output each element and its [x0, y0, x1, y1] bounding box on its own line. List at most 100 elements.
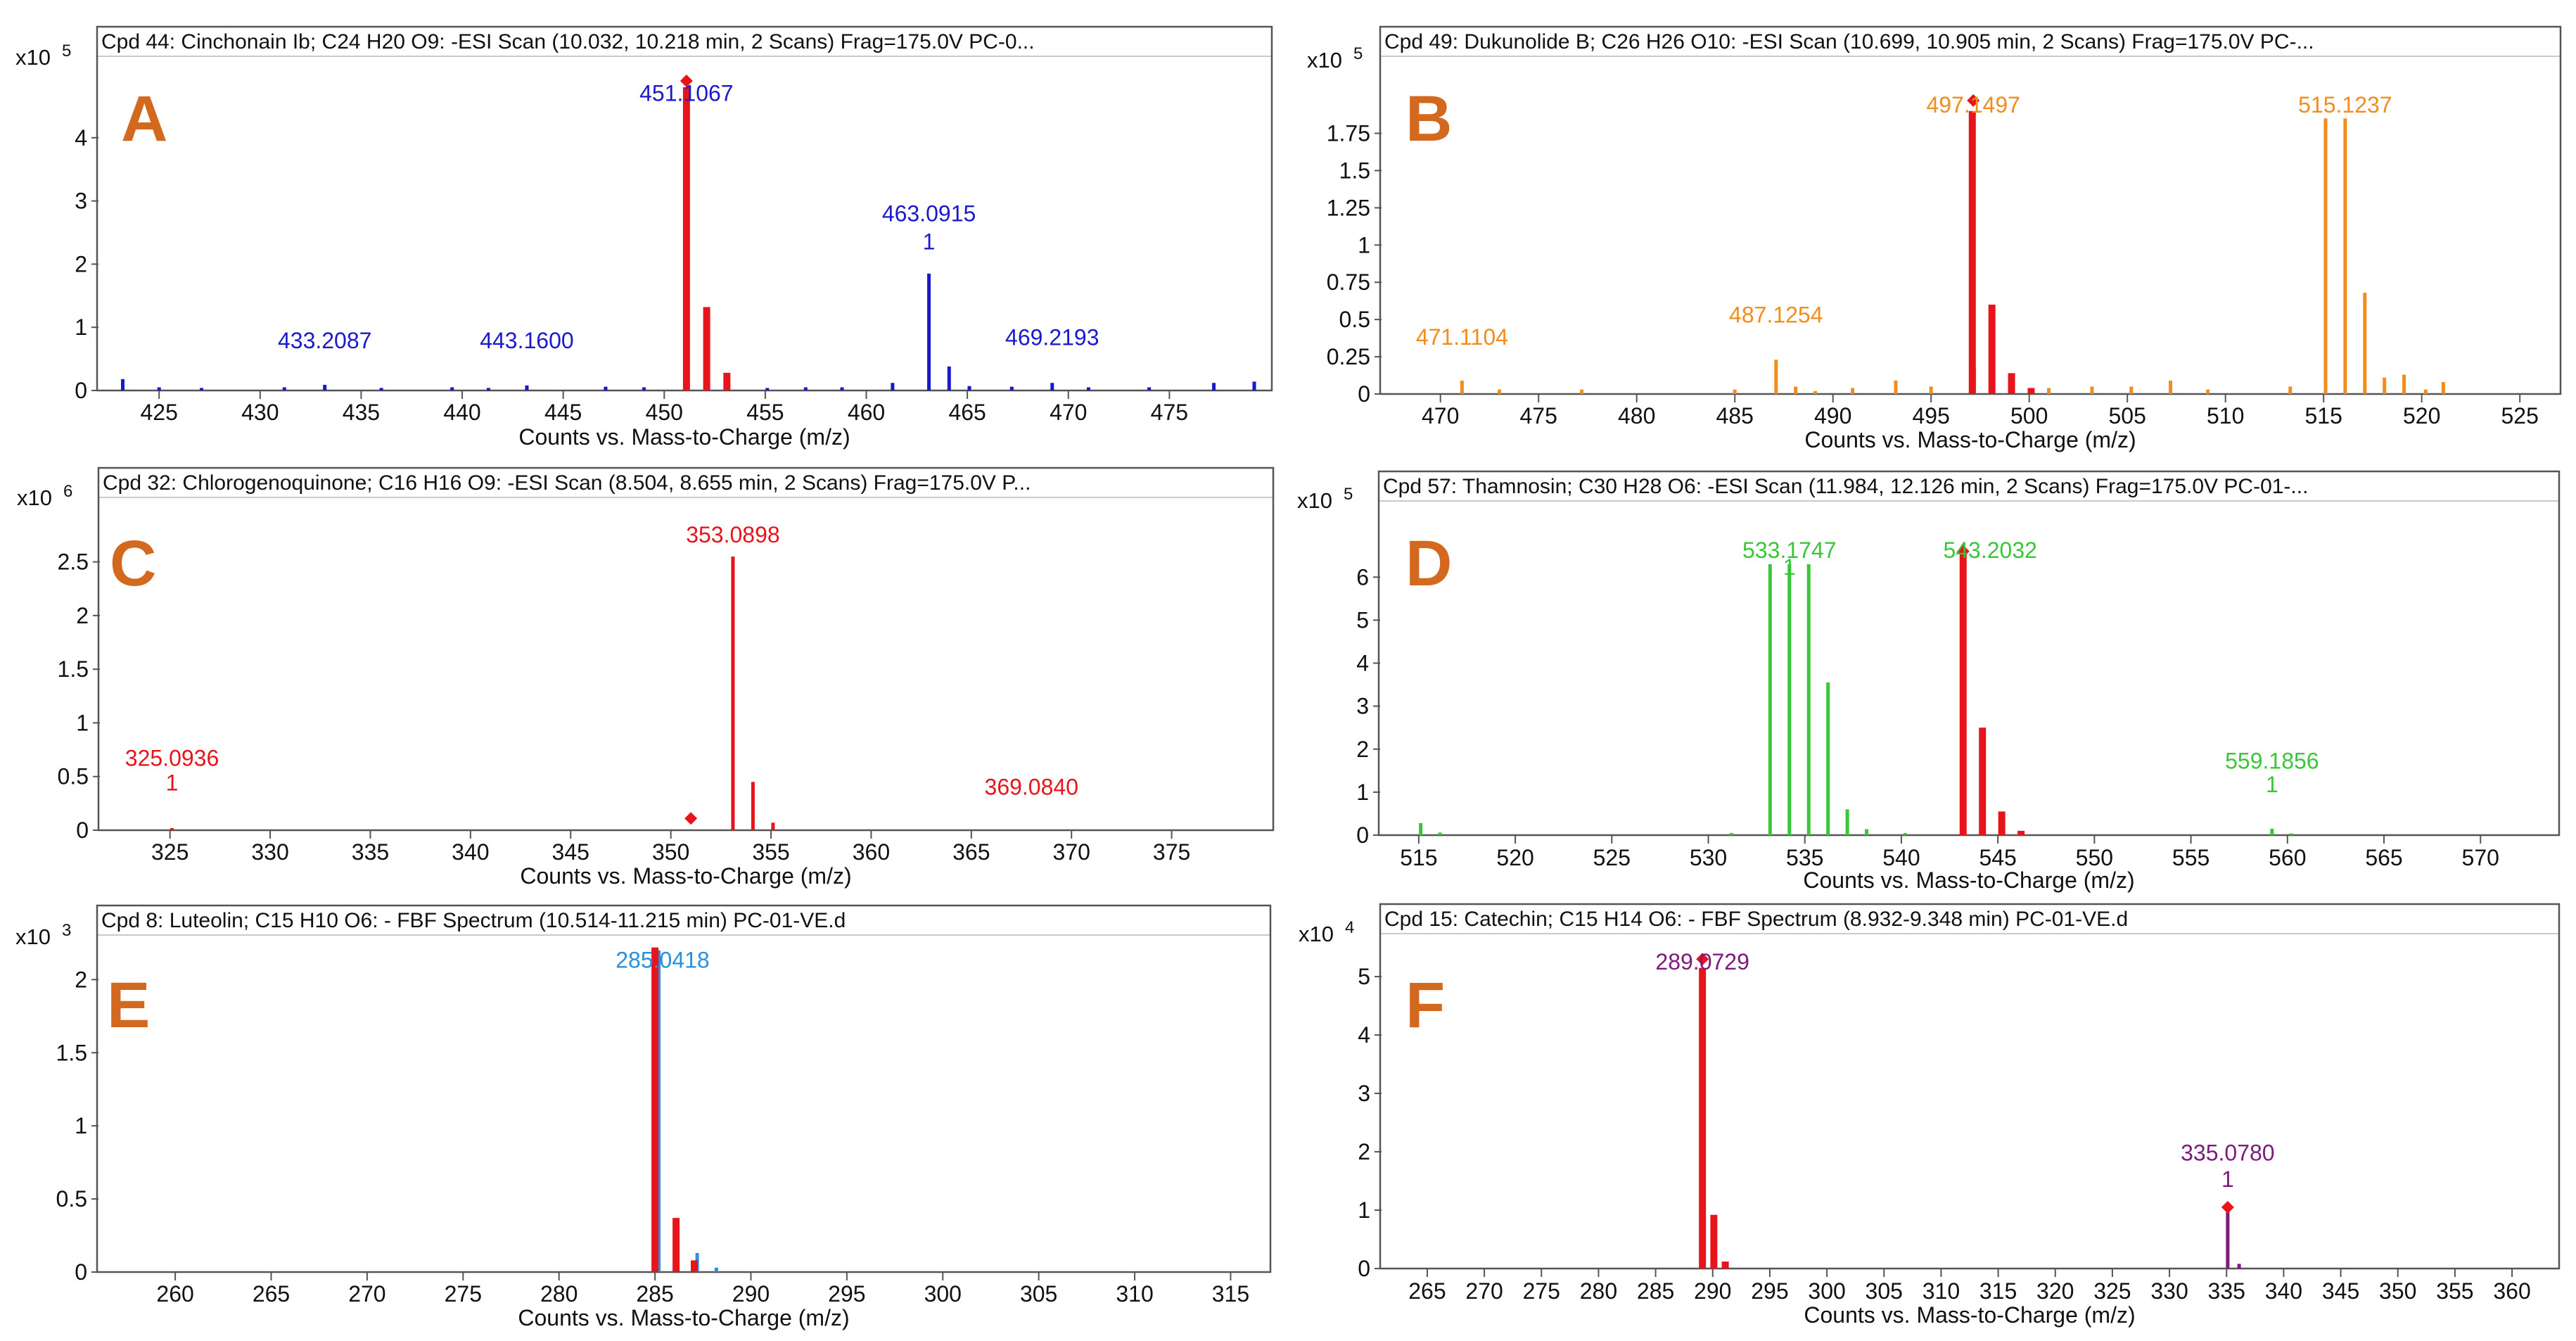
spectrum-peak-bar — [803, 387, 808, 390]
x-tick-label: 360 — [853, 839, 890, 865]
peak-label: 1 — [2221, 1167, 2234, 1192]
spectrum-peak-bar — [2441, 382, 2445, 394]
x-tick-label: 290 — [1694, 1278, 1731, 1304]
y-tick-label: 3 — [1358, 1081, 1370, 1106]
x-tick-label: 275 — [445, 1281, 482, 1307]
panel-letter: A — [121, 83, 167, 155]
x-tick-label: 505 — [2109, 403, 2146, 428]
y-tick-label: 1.75 — [1327, 121, 1370, 146]
spectrum-peak-bar — [379, 388, 383, 390]
peak-label: 289.0729 — [1655, 949, 1749, 974]
x-tick-label: 425 — [140, 400, 177, 425]
x-tick-label: 515 — [1400, 845, 1437, 870]
spectrum-peak-bar — [2323, 118, 2328, 394]
spectrum-peak-bar — [1212, 383, 1216, 390]
spectrum-peak-bar — [525, 385, 529, 390]
isotope-match-bar — [691, 1260, 699, 1272]
peak-label: 469.2193 — [1005, 324, 1099, 350]
x-tick-label: 290 — [732, 1281, 770, 1307]
spectrum-peak-bar — [282, 387, 286, 390]
x-axis-label: Counts vs. Mass-to-Charge (m/z) — [518, 424, 850, 450]
isotope-match-bar — [1959, 553, 1967, 835]
spectrum-peak-bar — [2047, 388, 2051, 394]
panel-title: Cpd 49: Dukunolide B; C26 H26 O10: -ESI … — [1384, 30, 2314, 53]
panel-title: Cpd 15: Catechin; C15 H14 O6: - FBF Spec… — [1384, 908, 2128, 931]
x-tick-label: 300 — [1808, 1278, 1845, 1304]
y-tick-label: 3 — [75, 189, 87, 214]
x-tick-label: 445 — [544, 400, 582, 425]
isotope-match-bar — [1968, 110, 1976, 394]
x-tick-label: 560 — [2269, 845, 2306, 870]
isotope-match-bar — [1988, 304, 1996, 394]
isotope-match-bar — [1721, 1261, 1729, 1269]
x-tick-label: 430 — [241, 400, 279, 425]
x-tick-label: 275 — [1523, 1278, 1560, 1304]
x-tick-label: 335 — [2208, 1278, 2245, 1304]
spectrum-peak-bar — [2288, 386, 2293, 394]
spectrum-peak-bar — [2343, 118, 2347, 394]
panel-frame — [1377, 470, 2561, 837]
y-scale-label: x10 — [15, 924, 51, 949]
isotope-match-bar — [672, 1218, 680, 1272]
x-tick-label: 520 — [2403, 403, 2440, 428]
y-tick-label: 0 — [75, 1259, 87, 1285]
x-tick-label: 480 — [1618, 403, 1655, 428]
isotope-match-bar — [723, 372, 731, 390]
y-tick-label: 3 — [1356, 694, 1369, 719]
x-axis-label: Counts vs. Mass-to-Charge (m/z) — [1804, 427, 2136, 452]
y-tick-label: 4 — [1356, 651, 1369, 676]
x-tick-label: 500 — [2010, 403, 2048, 428]
precursor-marker — [1956, 545, 1970, 558]
panel-frame — [97, 466, 1275, 832]
spectrum-peak-bar — [1865, 829, 1869, 835]
y-tick-label: 0.75 — [1327, 269, 1370, 295]
peak-label: 515.1237 — [2298, 92, 2392, 117]
spectrum-panel-e: Cpd 8: Luteolin; C15 H10 O6: - FBF Spect… — [15, 904, 1272, 1330]
spectrum-peak-bar — [657, 950, 661, 1272]
peak-label: 463.0915 — [882, 201, 976, 226]
x-tick-label: 270 — [348, 1281, 385, 1307]
x-tick-label: 540 — [1882, 845, 1920, 870]
spectrum-peak-bar — [1845, 809, 1849, 835]
x-tick-label: 570 — [2462, 845, 2499, 870]
x-axis-label: Counts vs. Mass-to-Charge (m/z) — [520, 863, 851, 889]
spectrum-peak-bar — [2363, 293, 2367, 394]
x-tick-label: 325 — [2093, 1278, 2131, 1304]
y-tick-label: 2 — [75, 967, 87, 992]
spectrum-peak-bar — [1733, 389, 1737, 394]
x-tick-label: 350 — [2379, 1278, 2416, 1304]
isotope-match-bar — [682, 87, 690, 391]
spectrum-peak-bar — [1419, 822, 1423, 835]
x-tick-label: 285 — [1637, 1278, 1674, 1304]
panel-letter: F — [1405, 970, 1445, 1041]
spectrum-peak-bar — [1252, 381, 1256, 390]
x-tick-label: 340 — [452, 839, 489, 865]
x-tick-label: 535 — [1786, 845, 1823, 870]
spectrum-peak-bar — [199, 388, 203, 390]
spectrum-peak-bar — [1009, 386, 1014, 390]
spectrum-peak-bar — [1894, 380, 1898, 394]
x-tick-label: 530 — [1690, 845, 1727, 870]
x-tick-label: 295 — [828, 1281, 865, 1307]
x-tick-label: 375 — [1153, 839, 1190, 865]
spectrum-peak-bar — [2206, 389, 2210, 394]
x-tick-label: 365 — [952, 839, 990, 865]
isotope-match-bar — [1998, 811, 2006, 835]
x-tick-label: 330 — [2150, 1278, 2188, 1304]
panel-letter: B — [1405, 83, 1452, 155]
spectrum-panel-a: Cpd 44: Cinchonain Ib; C24 H20 O9: -ESI … — [15, 25, 1273, 450]
peak-label: 471.1104 — [1416, 324, 1508, 350]
y-tick-label: 1.25 — [1327, 195, 1370, 220]
isotope-match-bar — [2017, 830, 2025, 835]
precursor-marker — [1696, 953, 1709, 966]
x-tick-label: 340 — [2265, 1278, 2302, 1304]
y-scale-label: x10 — [1297, 488, 1332, 513]
spectrum-peak-bar — [1851, 388, 1855, 394]
spectrum-panel-c: Cpd 32: Chlorogenoquinone; C16 H16 O9: -… — [17, 466, 1275, 889]
spectrum-peak-bar — [642, 387, 646, 390]
peak-label: 443.1600 — [480, 328, 573, 353]
x-axis-label: Counts vs. Mass-to-Charge (m/z) — [1804, 1302, 2135, 1328]
peak-label: 497.1497 — [1926, 92, 2020, 117]
x-tick-label: 260 — [156, 1281, 193, 1307]
y-tick-label: 1.5 — [1339, 158, 1370, 183]
